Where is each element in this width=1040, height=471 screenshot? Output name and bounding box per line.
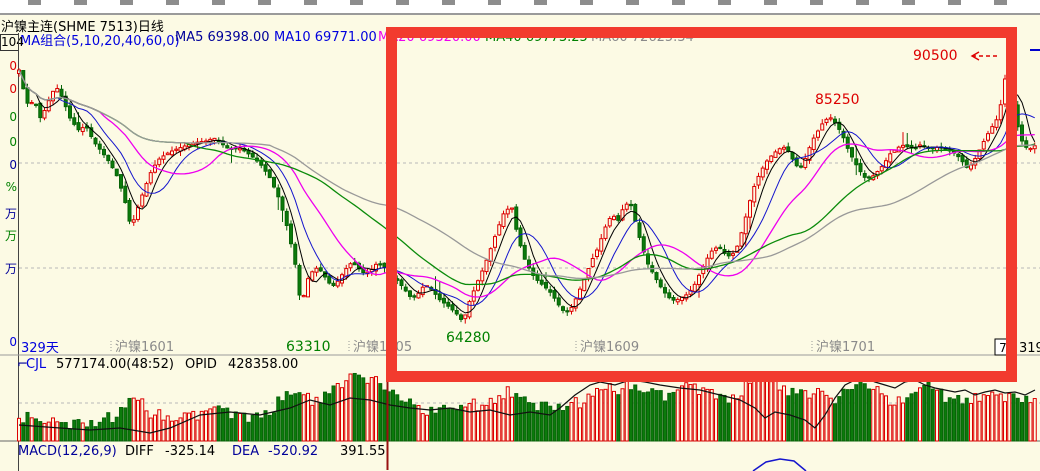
dea-value: -520.92 xyxy=(268,444,319,459)
cjl-label[interactable]: CJL xyxy=(26,357,47,372)
annotation-low-mid: 64280 xyxy=(446,330,491,346)
diff-label: DIFF xyxy=(125,444,154,459)
right-axis-partial: 319 xyxy=(1019,341,1040,356)
scale-glyph: 万 xyxy=(4,229,17,243)
contract-label: 沪镍1701 xyxy=(816,339,875,355)
chart-title: 沪镍主连(SHME 7513)日线 xyxy=(1,20,164,35)
contract-label: 沪镍1609 xyxy=(580,339,639,355)
opid-value: 428358.00 xyxy=(228,357,299,372)
ma10-value: MA10 69771.00 xyxy=(274,30,377,45)
annotation-spike-high: 90500 xyxy=(913,48,958,64)
contract-label: 沪镍1601 xyxy=(115,339,174,355)
right-axis-box-value: 7 xyxy=(999,341,1007,355)
scale-glyph: 0 xyxy=(9,82,17,96)
scale-glyph: 0 xyxy=(9,110,17,124)
ma-combo-label: MA组合(5,10,20,40,60,0) xyxy=(20,34,180,49)
scale-glyph: 0 xyxy=(9,158,17,172)
toolbar-icons-cropped xyxy=(28,0,1018,5)
ma40-line xyxy=(18,69,1035,286)
scale-glyph: % xyxy=(5,180,17,194)
scale-glyph: 0 xyxy=(9,59,17,73)
candles-layer xyxy=(17,50,1037,324)
annotation-arrowhead xyxy=(970,51,980,61)
cjl-prefix-icon: ⌐ xyxy=(17,357,28,372)
opid-label[interactable]: OPID xyxy=(185,357,217,372)
scale-glyph: 万 xyxy=(4,207,17,221)
scale-glyph: 0 xyxy=(9,135,17,149)
volume-bars-layer xyxy=(17,372,1037,442)
dea-label: DEA xyxy=(232,444,260,459)
macd-label[interactable]: MACD(12,26,9) xyxy=(18,444,117,459)
toolbar[interactable] xyxy=(0,0,1040,15)
ma5-value: MA5 69398.00 xyxy=(175,30,270,45)
macd-dea-curve xyxy=(752,458,807,471)
annotation-peak: 85250 xyxy=(815,92,860,108)
ma5-line xyxy=(18,69,1036,314)
open-interest-line xyxy=(18,377,1036,434)
ma10-line xyxy=(18,69,1035,306)
ma20-line xyxy=(18,69,1035,298)
contract-label: 沪镍1605 xyxy=(353,339,412,355)
diff-value: -325.14 xyxy=(165,444,216,459)
panel-divider xyxy=(18,33,19,471)
scale-glyph: 0 xyxy=(9,335,17,349)
macd-value: 391.55 xyxy=(340,444,386,459)
annotation-low-left: 63310 xyxy=(286,339,331,355)
cjl-value: 577174.00(48:52) xyxy=(56,357,174,372)
ma60-line xyxy=(18,69,1035,280)
days-counter: 329天 xyxy=(21,341,59,356)
scale-glyph: 万 xyxy=(4,262,17,276)
highlight-rectangle xyxy=(386,27,1017,382)
